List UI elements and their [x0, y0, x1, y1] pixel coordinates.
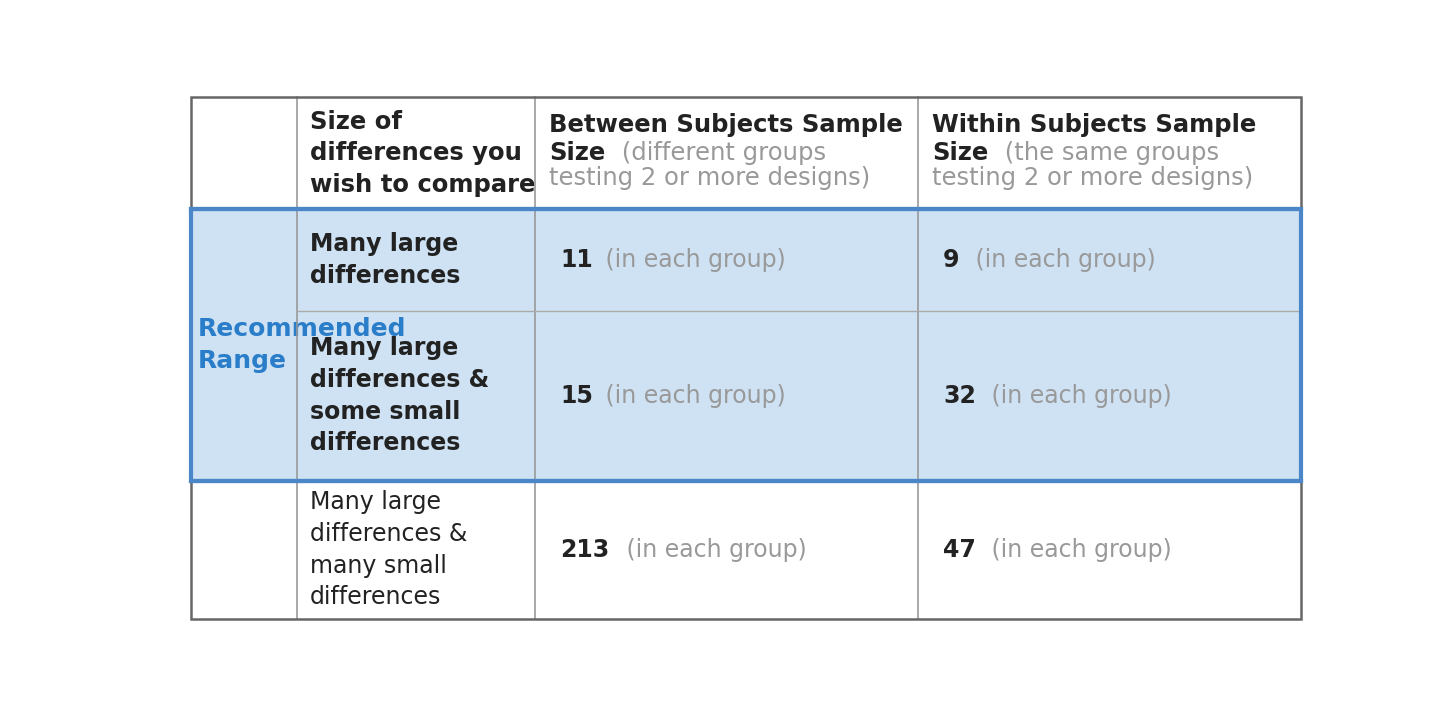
Text: (different groups: (different groups [614, 141, 827, 165]
Text: 15: 15 [561, 384, 593, 408]
Bar [191, 481, 1302, 619]
Text: 213: 213 [561, 538, 609, 562]
Text: (in each group): (in each group) [619, 538, 807, 562]
Text: (in each group): (in each group) [598, 384, 786, 408]
Text: (in each group): (in each group) [968, 248, 1156, 272]
Bar [191, 209, 1302, 481]
Text: testing 2 or more designs): testing 2 or more designs) [932, 167, 1254, 191]
Text: (in each group): (in each group) [598, 248, 786, 272]
Text: Size: Size [932, 141, 989, 165]
Text: (the same groups: (the same groups [997, 141, 1220, 165]
Text: Size of
differences you
wish to compare: Size of differences you wish to compare [310, 110, 536, 197]
Text: 32: 32 [943, 384, 976, 408]
Text: (in each group): (in each group) [984, 384, 1172, 408]
Bar [191, 97, 1302, 209]
Bar [191, 209, 1302, 481]
Text: Many large
differences &
many small
differences: Many large differences & many small diff… [310, 491, 467, 609]
Text: 11: 11 [561, 248, 593, 272]
Text: 47: 47 [943, 538, 976, 562]
Text: 9: 9 [943, 248, 960, 272]
Text: Between Subjects Sample: Between Subjects Sample [549, 113, 903, 137]
Text: (in each group): (in each group) [984, 538, 1172, 562]
Text: Within Subjects Sample: Within Subjects Sample [932, 113, 1257, 137]
Text: Recommended
Range: Recommended Range [198, 317, 406, 373]
Text: Size: Size [549, 141, 606, 165]
Text: Many large
differences: Many large differences [310, 233, 460, 288]
Text: testing 2 or more designs): testing 2 or more designs) [549, 167, 871, 191]
Text: Many large
differences &
some small
differences: Many large differences & some small diff… [310, 337, 489, 455]
